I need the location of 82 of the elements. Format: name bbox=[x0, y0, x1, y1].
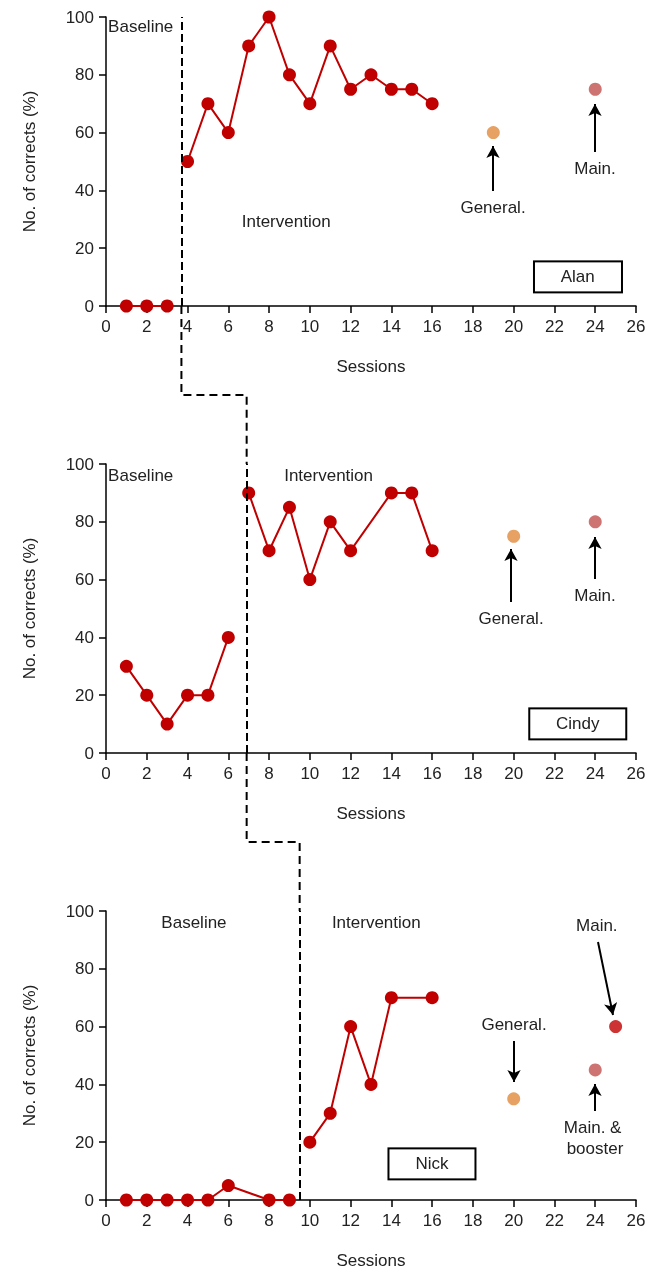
x-tick-label: 24 bbox=[585, 317, 605, 336]
y-tick-label: 80 bbox=[75, 65, 94, 85]
x-tick-label: 2 bbox=[142, 1211, 152, 1230]
annotation: General. bbox=[478, 609, 544, 628]
y-tick-label: 80 bbox=[75, 512, 94, 532]
annotation: Main. bbox=[574, 586, 616, 605]
x-tick-label: 26 bbox=[626, 764, 646, 783]
y-tick-label: 100 bbox=[65, 901, 94, 921]
annotation: Intervention bbox=[331, 911, 421, 934]
annotation: Baseline bbox=[161, 911, 227, 934]
annotation: Baseline bbox=[108, 464, 174, 487]
x-tick-label: 10 bbox=[300, 1211, 320, 1230]
annotation: Main. & booster bbox=[563, 1118, 627, 1158]
x-tick-label: 0 bbox=[101, 317, 111, 336]
y-tick-label: 0 bbox=[84, 296, 94, 316]
x-tick-label: 22 bbox=[545, 1211, 564, 1230]
x-tick-label: 16 bbox=[422, 764, 442, 783]
x-tick-label: 10 bbox=[300, 764, 320, 783]
x-tick-label: 4 bbox=[182, 1211, 193, 1230]
x-tick-label: 18 bbox=[463, 1211, 483, 1230]
x-tick-label: 8 bbox=[264, 317, 274, 336]
x-tick-label: 20 bbox=[504, 764, 524, 783]
annotation: Main. bbox=[576, 916, 618, 936]
x-tick-label: 6 bbox=[223, 317, 234, 336]
annotation: Intervention bbox=[241, 211, 331, 233]
annotation: Baseline bbox=[108, 16, 174, 38]
y-tick-label: 40 bbox=[75, 627, 94, 647]
annotation: Intervention bbox=[284, 464, 374, 487]
x-tick-label: 16 bbox=[422, 1211, 442, 1230]
y-tick-label: 100 bbox=[65, 7, 94, 27]
x-tick-label: 12 bbox=[341, 764, 361, 783]
y-axis-title: No. of corrects (%) bbox=[20, 984, 39, 1127]
x-tick-label: 6 bbox=[223, 1211, 234, 1230]
x-tick-label: 18 bbox=[463, 764, 483, 783]
x-tick-label: 2 bbox=[142, 317, 152, 336]
x-tick-label: 12 bbox=[341, 317, 361, 336]
x-tick-label: 24 bbox=[585, 764, 605, 783]
x-tick-label: 2 bbox=[142, 764, 152, 783]
y-tick-label: 80 bbox=[75, 959, 94, 979]
x-tick-label: 4 bbox=[182, 764, 193, 783]
x-axis-title: Sessions bbox=[336, 1251, 406, 1270]
x-axis-title: Sessions bbox=[336, 804, 406, 823]
name-frame: Cindy bbox=[527, 707, 628, 741]
y-axis-title: No. of corrects (%) bbox=[20, 537, 39, 680]
name-frame: Nick bbox=[387, 1147, 477, 1181]
x-axis-title: Sessions bbox=[336, 357, 406, 376]
name-frame: Alan bbox=[532, 260, 623, 294]
x-tick-label: 14 bbox=[381, 317, 401, 336]
y-tick-label: 0 bbox=[84, 743, 94, 763]
x-tick-label: 26 bbox=[626, 317, 646, 336]
x-tick-label: 8 bbox=[264, 764, 274, 783]
y-tick-label: 20 bbox=[75, 685, 94, 705]
x-tick-label: 22 bbox=[545, 317, 564, 336]
x-tick-label: 4 bbox=[182, 317, 193, 336]
x-tick-label: 14 bbox=[381, 1211, 401, 1230]
y-axis-title: No. of corrects (%) bbox=[20, 90, 39, 233]
x-tick-label: 16 bbox=[422, 317, 442, 336]
x-tick-label: 18 bbox=[463, 317, 483, 336]
y-tick-label: 60 bbox=[75, 123, 94, 143]
y-tick-label: 60 bbox=[75, 570, 94, 590]
x-tick-label: 26 bbox=[626, 1211, 646, 1230]
x-tick-label: 14 bbox=[381, 764, 401, 783]
x-tick-label: 6 bbox=[223, 764, 234, 783]
x-tick-label: 10 bbox=[300, 317, 320, 336]
y-tick-label: 40 bbox=[75, 180, 94, 200]
x-tick-label: 0 bbox=[101, 764, 111, 783]
x-tick-label: 12 bbox=[341, 1211, 361, 1230]
x-tick-label: 0 bbox=[101, 1211, 111, 1230]
y-tick-label: 60 bbox=[75, 1017, 94, 1037]
annotation: Main. bbox=[574, 159, 616, 178]
y-tick-label: 100 bbox=[65, 454, 94, 474]
y-tick-label: 0 bbox=[84, 1190, 94, 1210]
y-tick-label: 40 bbox=[75, 1074, 94, 1094]
annotation: General. bbox=[481, 1015, 547, 1034]
x-tick-label: 20 bbox=[504, 317, 524, 336]
x-tick-label: 24 bbox=[585, 1211, 605, 1230]
x-tick-label: 8 bbox=[264, 1211, 274, 1230]
x-tick-label: 22 bbox=[545, 764, 564, 783]
annotation: General. bbox=[460, 198, 526, 217]
y-tick-label: 20 bbox=[75, 238, 94, 258]
x-tick-label: 20 bbox=[504, 1211, 524, 1230]
y-tick-label: 20 bbox=[75, 1132, 94, 1152]
